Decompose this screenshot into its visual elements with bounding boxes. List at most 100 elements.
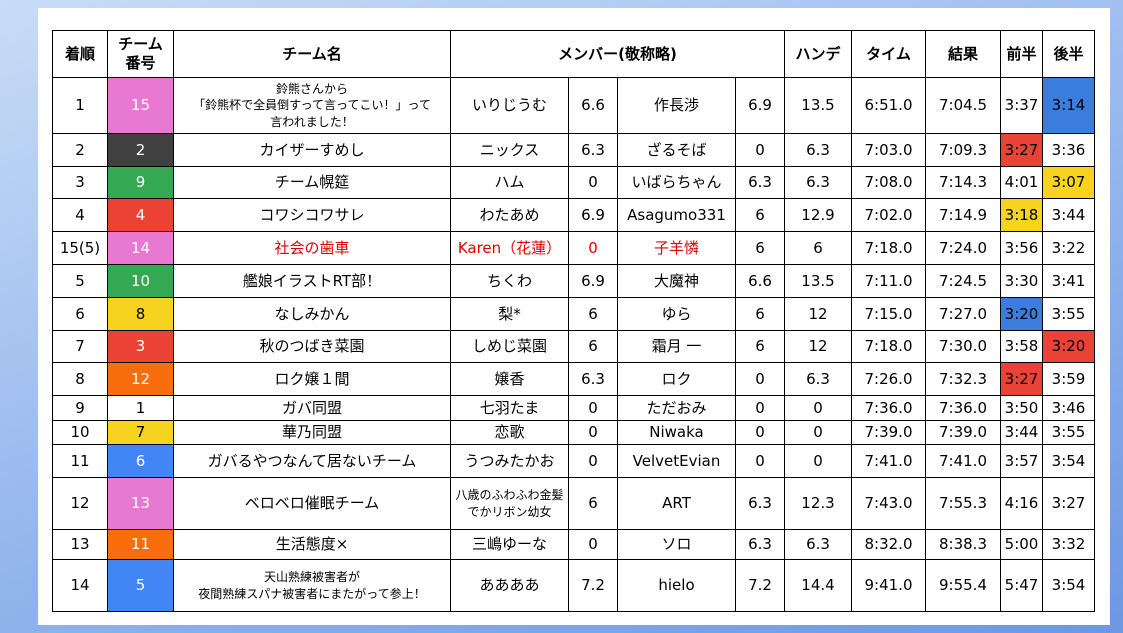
table-cell: 7:39.0 — [851, 420, 926, 445]
table-cell: 0 — [735, 444, 785, 478]
table-cell: ただおみ — [617, 395, 736, 421]
table-cell: 8:38.3 — [925, 529, 1001, 560]
table-cell: 7 — [52, 330, 108, 363]
table-cell: 3:30 — [1000, 264, 1043, 298]
table-cell: 7:03.0 — [851, 133, 926, 167]
table-row: 2 2 カイザーすめし ニックス 6.3 ざるそば 0 6.3 7:03.0 7:09.3 3:27… — [52, 133, 1095, 167]
table-cell: 生活態度× — [173, 529, 451, 560]
table-cell: 8 — [107, 297, 174, 331]
table-cell: 7:18.0 — [851, 330, 926, 363]
table-cell: 7:39.0 — [925, 420, 1001, 445]
table-cell: 7:14.3 — [925, 166, 1001, 199]
table-cell: 7:36.0 — [851, 395, 926, 421]
table-cell: 5 — [52, 264, 108, 298]
table-cell: ガバ同盟 — [173, 395, 451, 421]
table-cell: 6 — [784, 231, 852, 265]
header-cell: 着順 — [52, 30, 108, 78]
table-cell: 7:36.0 — [925, 395, 1001, 421]
table-cell: ロク — [617, 362, 736, 396]
table-cell: 6.3 — [784, 362, 852, 396]
table-cell: しめじ菜園 — [450, 330, 569, 363]
table-cell: 14 — [52, 559, 108, 612]
table-cell: ああああ — [450, 559, 569, 612]
table-cell: 0 — [568, 420, 618, 445]
table-cell: 7:02.0 — [851, 198, 926, 232]
table-cell: 七羽たま — [450, 395, 569, 421]
table-cell: カイザーすめし — [173, 133, 451, 167]
table-cell: 3:54 — [1042, 559, 1095, 612]
table-cell: 7:24.0 — [925, 231, 1001, 265]
table-cell: 0 — [568, 444, 618, 478]
table-cell: ハム — [450, 166, 569, 199]
table-cell: 9 — [107, 166, 174, 199]
table-cell: コワシコワサレ — [173, 198, 451, 232]
table-row: 15(5) 14 社会の歯車 Karen（花蓮） 0 子羊憐 6 6 7:18.0 7:24.0 3… — [52, 231, 1095, 265]
table-cell: 6:51.0 — [851, 77, 926, 134]
table-cell: ART — [617, 477, 736, 530]
table-row: 9 1 ガバ同盟 七羽たま 0 ただおみ 0 0 7:36.0 7:36.0 3:50 3:46 — [52, 395, 1095, 421]
header-cell: 後半 — [1042, 30, 1095, 78]
table-row: 3 9 チーム幌筵 ハム 0 いばらちゃん 6.3 6.3 7:08.0 7:14.3 4:01 3:… — [52, 166, 1095, 199]
table-row: 8 12 ロク嬢１間 嬢香 6.3 ロク 0 6.3 7:26.0 7:32.3 3:27 3:59 — [52, 362, 1095, 396]
table-cell: 3:18 — [1000, 198, 1043, 232]
table-cell: 10 — [52, 420, 108, 445]
table-cell: VelvetEvian — [617, 444, 736, 478]
table-cell: 3:50 — [1000, 395, 1043, 421]
table-cell: 鈴熊さんから 「鈴熊杯で全員倒すって言ってこい！」って 言われました！ — [173, 77, 451, 134]
table-cell: 社会の歯車 — [173, 231, 451, 265]
table-cell: 3:36 — [1042, 133, 1095, 167]
table-cell: ちくわ — [450, 264, 569, 298]
table-cell: 6 — [735, 231, 785, 265]
table-cell: 3:07 — [1042, 166, 1095, 199]
table-cell: 3:57 — [1000, 444, 1043, 478]
table-cell: 8 — [52, 362, 108, 396]
table-cell: 7:24.5 — [925, 264, 1001, 298]
table-cell: Karen（花蓮） — [450, 231, 569, 265]
table-cell: 3 — [52, 166, 108, 199]
table-cell: 6 — [568, 330, 618, 363]
table-row: 4 4 コワシコワサレ わたあめ 6.9 Asagumo331 6 12.9 7:02.0 7:1… — [52, 198, 1095, 232]
table-cell: 3:54 — [1042, 444, 1095, 478]
table-cell: 嬢香 — [450, 362, 569, 396]
table-cell: 梨* — [450, 297, 569, 331]
header-cell: 結果 — [925, 30, 1001, 78]
table-row: 10 7 華乃同盟 恋歌 0 Niwaka 0 0 7:39.0 7:39.0 3:44 3:55 — [52, 420, 1095, 445]
table-cell: 11 — [52, 444, 108, 478]
table-cell: 三嶋ゆーな — [450, 529, 569, 560]
table-cell: 15(5) — [52, 231, 108, 265]
table-cell: 3:46 — [1042, 395, 1095, 421]
table-cell: 3:20 — [1042, 330, 1095, 363]
table-cell: 14 — [107, 231, 174, 265]
table-cell: いりじうむ — [450, 77, 569, 134]
table-cell: 艦娘イラストRT部！ — [173, 264, 451, 298]
table-cell: 7:15.0 — [851, 297, 926, 331]
table-cell: 7 — [107, 420, 174, 445]
table-cell: 5:00 — [1000, 529, 1043, 560]
table-cell: 秋のつばき菜園 — [173, 330, 451, 363]
table-cell: 6 — [735, 198, 785, 232]
table-cell: 6.3 — [735, 166, 785, 199]
table-cell: 0 — [784, 420, 852, 445]
table-cell: 0 — [735, 395, 785, 421]
table-cell: 3:58 — [1000, 330, 1043, 363]
table-cell: 恋歌 — [450, 420, 569, 445]
table-cell: 0 — [784, 444, 852, 478]
table-cell: 12.3 — [784, 477, 852, 530]
table-cell: 3:37 — [1000, 77, 1043, 134]
table-cell: 3:55 — [1042, 297, 1095, 331]
table-cell: 10 — [107, 264, 174, 298]
table-cell: 12 — [107, 362, 174, 396]
table-cell: 12.9 — [784, 198, 852, 232]
table-cell: 7:27.0 — [925, 297, 1001, 331]
table-cell: 大魔神 — [617, 264, 736, 298]
table-cell: 14.4 — [784, 559, 852, 612]
table-cell: 0 — [735, 420, 785, 445]
table-cell: 6.3 — [568, 362, 618, 396]
table-cell: 6 — [568, 297, 618, 331]
table-cell: 13.5 — [784, 264, 852, 298]
table-cell: 6 — [735, 330, 785, 363]
table-cell: 12 — [52, 477, 108, 530]
table-cell: いばらちゃん — [617, 166, 736, 199]
table-cell: 2 — [107, 133, 174, 167]
table-cell: 3:56 — [1000, 231, 1043, 265]
